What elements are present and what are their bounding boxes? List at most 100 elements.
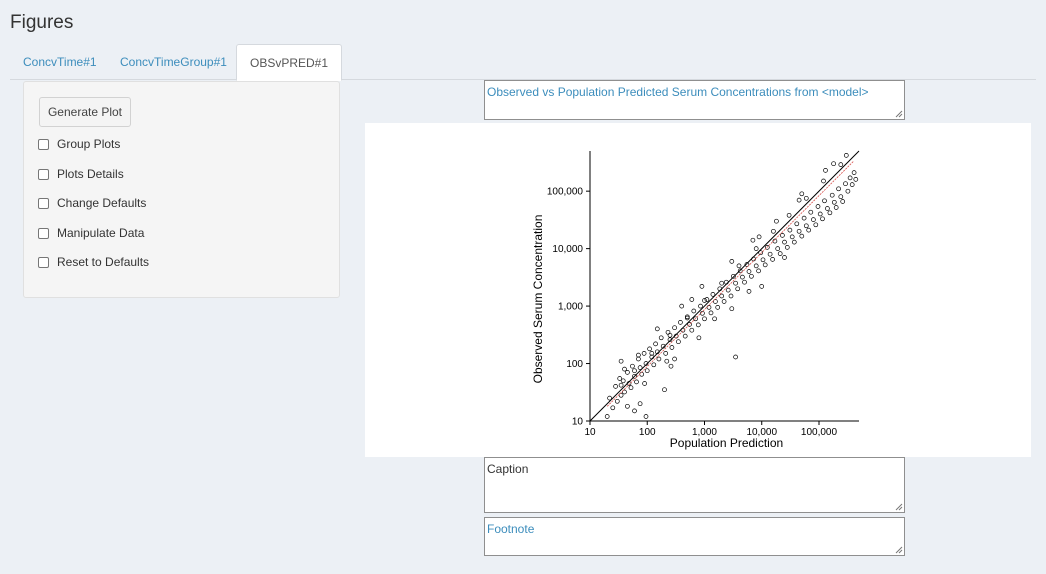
- data-point: [791, 239, 797, 245]
- data-point: [764, 245, 770, 250]
- plots-details-checkbox[interactable]: [38, 168, 49, 180]
- data-point: [618, 358, 624, 364]
- data-point: [746, 269, 752, 274]
- data-point: [813, 222, 819, 228]
- data-point: [618, 382, 624, 388]
- data-point: [787, 227, 793, 233]
- data-point: [679, 303, 685, 309]
- data-point: [770, 257, 775, 262]
- change-defaults-checkbox[interactable]: [38, 197, 49, 209]
- data-point: [708, 310, 714, 316]
- data-point: [771, 228, 776, 234]
- option-reset-defaults[interactable]: Reset to Defaults: [38, 253, 149, 271]
- data-point: [626, 381, 632, 386]
- x-axis-label: Population Prediction: [670, 436, 783, 450]
- data-point: [831, 161, 836, 167]
- resize-grip-icon[interactable]: [895, 110, 903, 118]
- data-point: [803, 195, 809, 201]
- data-point: [651, 362, 657, 368]
- data-point: [700, 310, 705, 316]
- tab-obsvpred[interactable]: OBSvPRED#1: [236, 44, 343, 81]
- data-point: [851, 170, 857, 175]
- data-point: [742, 279, 747, 285]
- data-point: [637, 365, 643, 370]
- data-point: [753, 246, 759, 251]
- data-point: [799, 191, 805, 197]
- data-point: [808, 209, 814, 215]
- plot-area: 10 100 1,000 10,000 100,000 10 100 1,000 10,000 1…: [365, 123, 1031, 457]
- data-point: [775, 246, 781, 251]
- data-point: [811, 217, 816, 222]
- option-change-defaults[interactable]: Change Defaults: [38, 194, 146, 212]
- data-point: [713, 299, 718, 304]
- caption-field[interactable]: Caption: [484, 457, 905, 513]
- page-title: Figures: [10, 12, 74, 33]
- data-point: [676, 339, 681, 345]
- data-point: [689, 297, 695, 302]
- data-point: [625, 370, 630, 375]
- data-point: [794, 221, 800, 227]
- plots-details-label: Plots Details: [57, 167, 124, 181]
- resize-grip-icon[interactable]: [895, 503, 903, 511]
- generate-plot-button[interactable]: Generate Plot: [39, 97, 131, 127]
- data-point: [815, 204, 821, 209]
- data-point: [632, 408, 637, 414]
- data-point: [731, 273, 736, 279]
- data-point: [740, 274, 745, 280]
- option-group-plots[interactable]: Group Plots: [38, 135, 120, 153]
- data-point: [696, 335, 702, 341]
- x-tick-label: 10: [584, 427, 596, 438]
- group-plots-label: Group Plots: [57, 137, 121, 151]
- caption-text: Caption: [487, 462, 529, 476]
- x-tick-label: 1,000: [692, 427, 717, 438]
- data-point: [684, 315, 690, 321]
- data-point: [840, 199, 846, 204]
- manipulate-data-checkbox[interactable]: [38, 227, 49, 239]
- data-point: [733, 280, 738, 286]
- data-point: [801, 215, 807, 221]
- data-point: [750, 237, 756, 243]
- data-point: [838, 162, 844, 167]
- data-point: [637, 401, 643, 407]
- data-point: [698, 303, 703, 309]
- data-point: [613, 384, 618, 389]
- data-point: [823, 168, 828, 173]
- data-point: [710, 292, 716, 297]
- data-point: [838, 194, 844, 200]
- data-point: [796, 197, 802, 203]
- data-point: [849, 182, 855, 187]
- plot-title-field[interactable]: Observed vs Population Predicted Serum C…: [484, 80, 905, 120]
- tab-concvtimegroup[interactable]: ConcvTimeGroup#1: [120, 55, 227, 69]
- reset-defaults-checkbox[interactable]: [38, 256, 49, 268]
- options-panel: Generate Plot Group Plots Plots Details …: [23, 81, 340, 298]
- data-point: [653, 341, 658, 347]
- data-point: [642, 381, 647, 386]
- data-point: [799, 233, 805, 239]
- data-point: [843, 181, 848, 187]
- data-point: [644, 368, 650, 374]
- x-tick-label: 100,000: [801, 427, 838, 438]
- option-manipulate-data[interactable]: Manipulate Data: [38, 224, 144, 242]
- data-point: [668, 363, 674, 369]
- data-point: [784, 245, 790, 250]
- option-plots-details[interactable]: Plots Details: [38, 165, 124, 183]
- tab-bar: ConcvTime#1 ConcvTimeGroup#1 OBSvPRED#1: [10, 44, 1036, 81]
- data-point: [806, 227, 812, 233]
- footnote-field[interactable]: Footnote: [484, 517, 905, 556]
- data-point: [649, 351, 655, 356]
- tab-concvtime[interactable]: ConcvTime#1: [23, 55, 97, 69]
- y-tick-label: 1,000: [558, 302, 583, 313]
- data-point: [641, 351, 647, 356]
- data-point: [827, 210, 833, 216]
- resize-grip-icon[interactable]: [895, 546, 903, 554]
- data-point: [699, 284, 705, 289]
- data-point: [654, 349, 660, 355]
- data-point: [617, 376, 623, 381]
- data-point: [704, 297, 710, 302]
- group-plots-checkbox[interactable]: [38, 138, 49, 150]
- data-point: [736, 263, 742, 269]
- data-point: [737, 268, 743, 274]
- data-point: [756, 234, 762, 240]
- y-tick-label: 10: [572, 417, 584, 428]
- data-point: [636, 356, 641, 362]
